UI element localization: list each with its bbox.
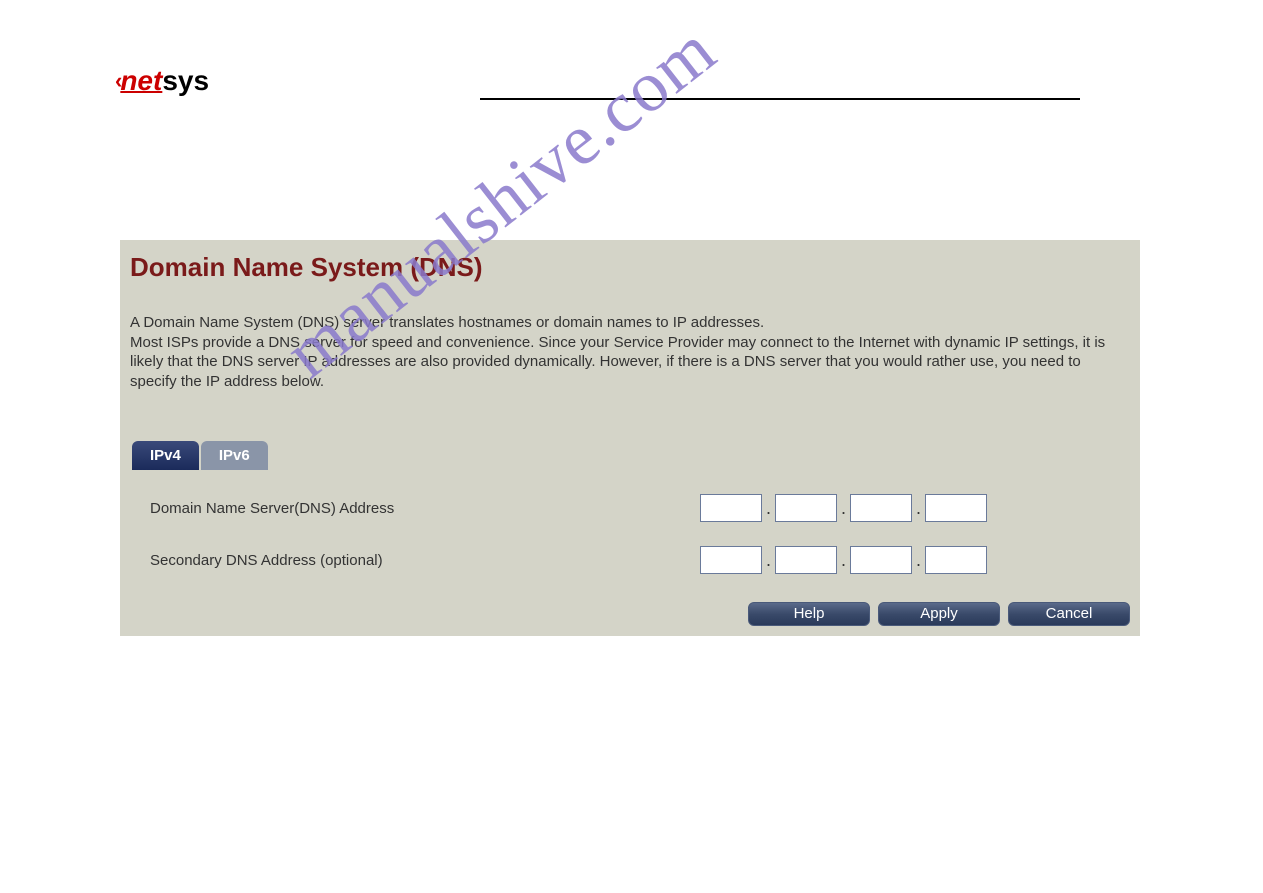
help-button[interactable]: Help: [748, 602, 870, 626]
logo-part-net: net: [120, 65, 162, 97]
ip-dot: .: [841, 550, 846, 571]
primary-dns-octet-1[interactable]: [700, 494, 762, 522]
secondary-dns-octet-2[interactable]: [775, 546, 837, 574]
tab-ipv4[interactable]: IPv4: [132, 441, 199, 470]
dns-panel: Domain Name System (DNS) A Domain Name S…: [120, 240, 1140, 636]
primary-dns-label: Domain Name Server(DNS) Address: [150, 500, 700, 517]
ip-dot: .: [766, 550, 771, 571]
logo-part-sys: sys: [162, 65, 209, 97]
panel-title: Domain Name System (DNS): [120, 240, 1140, 293]
primary-dns-octet-2[interactable]: [775, 494, 837, 522]
button-row: Help Apply Cancel: [120, 574, 1140, 636]
ip-dot: .: [841, 498, 846, 519]
header-divider: [480, 98, 1080, 100]
primary-dns-octet-3[interactable]: [850, 494, 912, 522]
secondary-dns-ip-group: . . .: [700, 546, 987, 574]
ip-dot: .: [916, 498, 921, 519]
tab-ipv6[interactable]: IPv6: [201, 441, 268, 470]
apply-button[interactable]: Apply: [878, 602, 1000, 626]
cancel-button[interactable]: Cancel: [1008, 602, 1130, 626]
tab-group: IPv4 IPv6: [132, 441, 1140, 470]
ip-dot: .: [916, 550, 921, 571]
logo: ‹ net sys: [115, 65, 209, 97]
secondary-dns-octet-3[interactable]: [850, 546, 912, 574]
primary-dns-octet-4[interactable]: [925, 494, 987, 522]
primary-dns-ip-group: . . .: [700, 494, 987, 522]
secondary-dns-row: Secondary DNS Address (optional) . . .: [120, 522, 1140, 574]
primary-dns-row: Domain Name Server(DNS) Address . . .: [120, 470, 1140, 522]
secondary-dns-label: Secondary DNS Address (optional): [150, 552, 700, 569]
secondary-dns-octet-4[interactable]: [925, 546, 987, 574]
ip-dot: .: [766, 498, 771, 519]
secondary-dns-octet-1[interactable]: [700, 546, 762, 574]
panel-description: A Domain Name System (DNS) server transl…: [120, 293, 1140, 401]
